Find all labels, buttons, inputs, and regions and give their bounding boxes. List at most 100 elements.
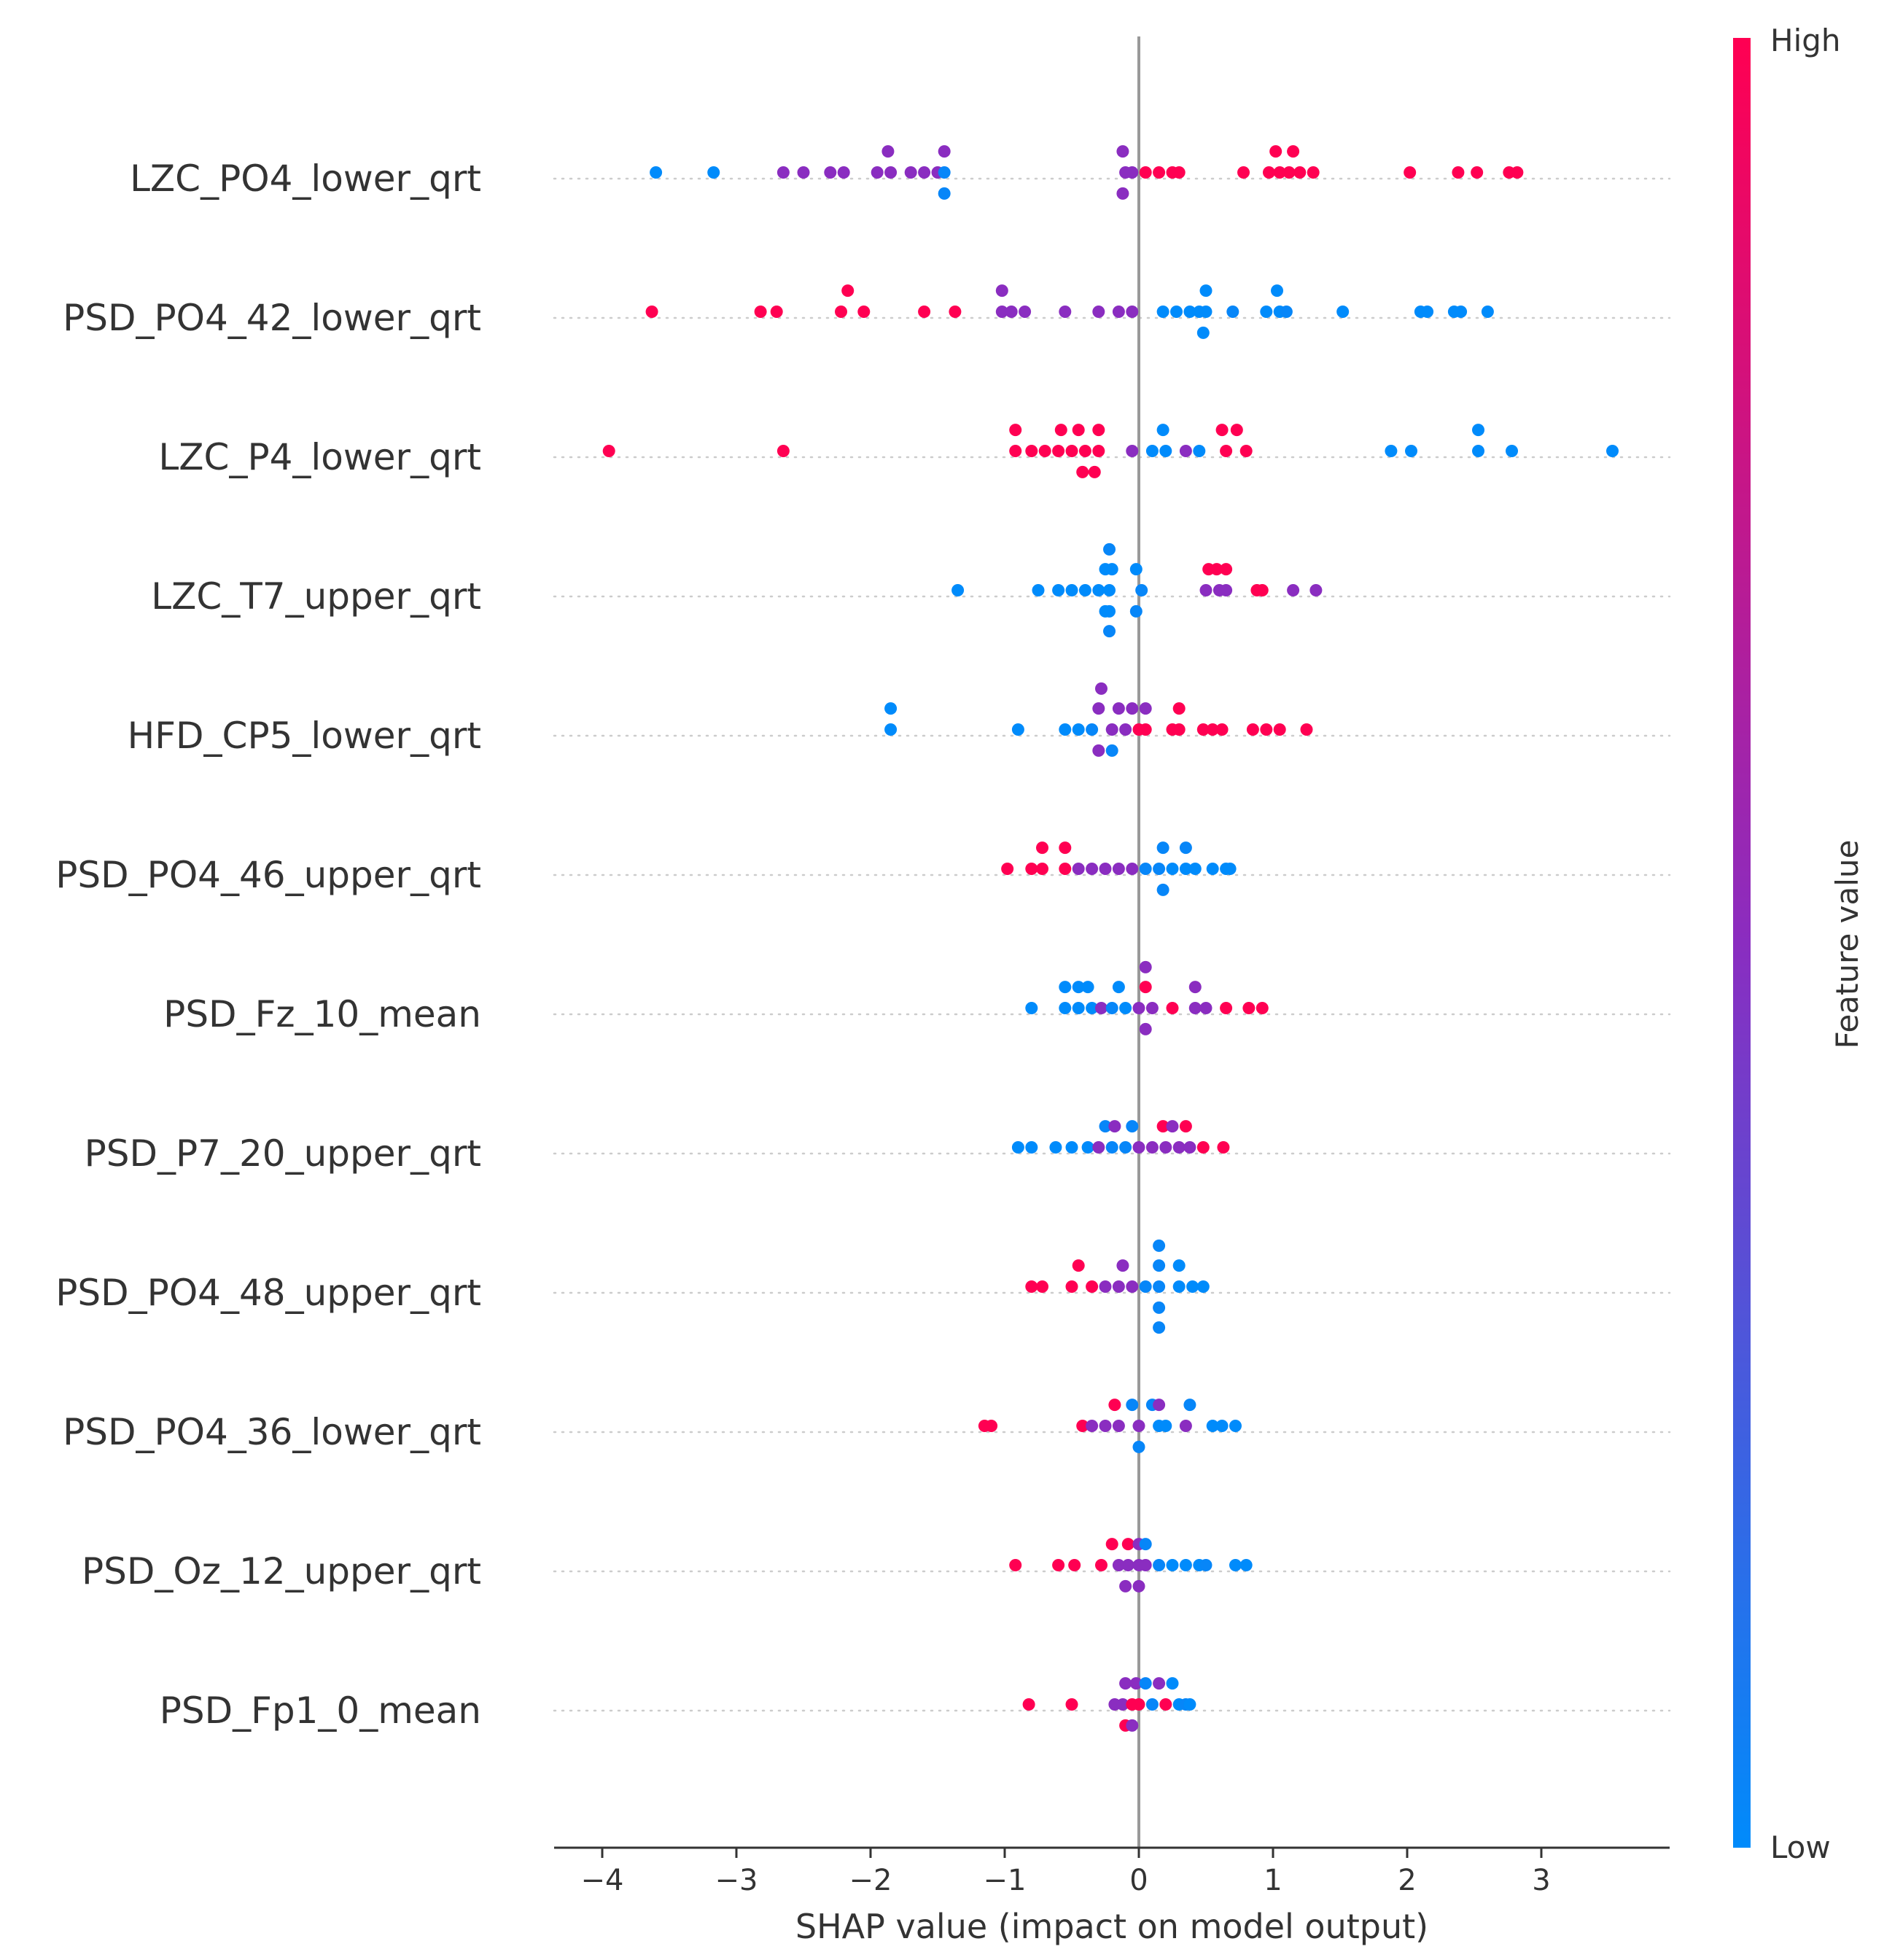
shap-point <box>1126 863 1139 875</box>
shap-point <box>1126 1120 1139 1133</box>
shap-point <box>1078 584 1091 596</box>
colorbar-high-label: High <box>1770 23 1841 58</box>
shap-point <box>1307 166 1320 179</box>
shap-point <box>1159 445 1172 457</box>
shap-point <box>1471 166 1484 179</box>
shap-point <box>1188 863 1202 875</box>
shap-point <box>1156 424 1169 437</box>
shap-point <box>1172 702 1186 715</box>
shap-point <box>1052 1559 1065 1571</box>
shap-point <box>1099 1420 1112 1432</box>
shap-point <box>1210 563 1223 576</box>
shap-point <box>1166 1677 1179 1690</box>
shap-point <box>1215 723 1229 736</box>
shap-point <box>1139 981 1152 994</box>
shap-point <box>1256 1002 1269 1014</box>
shap-point <box>1183 1698 1196 1711</box>
feature-label: LZC_PO4_lower_qrt <box>130 158 481 200</box>
shap-point <box>1135 584 1148 596</box>
feature-label: PSD_PO4_48_upper_qrt <box>55 1272 481 1314</box>
shap-point <box>1139 1538 1152 1551</box>
shap-point <box>824 166 837 179</box>
shap-point <box>1139 1280 1152 1293</box>
shap-point <box>1282 166 1296 179</box>
shap-point <box>1052 445 1065 457</box>
shap-point <box>1217 1141 1230 1154</box>
shap-point <box>1452 166 1465 179</box>
shap-point <box>1112 1420 1125 1432</box>
shap-point <box>995 306 1008 318</box>
shap-point <box>1065 1698 1078 1711</box>
shap-point <box>1237 166 1250 179</box>
shap-point <box>1159 1698 1172 1711</box>
shap-point <box>707 166 720 179</box>
shap-point <box>1072 1002 1085 1014</box>
shap-point <box>1105 744 1118 757</box>
shap-point <box>1112 981 1125 994</box>
shap-point <box>1059 723 1072 736</box>
shap-point <box>1215 1420 1229 1432</box>
shap-point <box>1022 1698 1035 1711</box>
shap-point <box>1119 1677 1132 1690</box>
shap-point <box>1139 863 1152 875</box>
feature-label: HFD_CP5_lower_qrt <box>128 715 481 757</box>
shap-point <box>1196 326 1210 339</box>
shap-point <box>1025 445 1038 457</box>
shap-point <box>1116 187 1129 200</box>
shap-point <box>754 306 767 318</box>
shap-point <box>1405 445 1418 457</box>
colorbar: High Low Feature value <box>1733 23 1865 1865</box>
shap-point <box>1036 1280 1049 1293</box>
shap-point <box>1199 584 1212 596</box>
shap-point <box>835 306 848 318</box>
shap-point <box>1036 841 1049 855</box>
shap-point <box>1009 1559 1022 1571</box>
shap-point <box>1103 542 1116 556</box>
shap-point <box>1287 584 1300 596</box>
shap-point <box>1092 445 1105 457</box>
shap-point <box>1025 863 1038 875</box>
shap-point <box>1172 723 1186 736</box>
shap-point <box>1172 166 1186 179</box>
shap-point <box>1005 306 1018 318</box>
shap-point <box>1011 1141 1024 1154</box>
feature-label: PSD_P7_20_upper_qrt <box>85 1132 481 1175</box>
shap-point <box>1196 1280 1210 1293</box>
shap-point <box>1068 1559 1081 1571</box>
colorbar-low-label: Low <box>1770 1829 1831 1865</box>
x-axis-title: SHAP value (impact on model output) <box>795 1907 1428 1946</box>
shap-point <box>1153 1559 1166 1571</box>
shap-point <box>1153 1259 1166 1272</box>
shap-point <box>1094 1002 1108 1014</box>
shap-point <box>1220 445 1233 457</box>
shap-point <box>1052 584 1065 596</box>
shap-point <box>1116 1259 1129 1272</box>
shap-point <box>1059 981 1072 994</box>
shap-point <box>1239 1559 1253 1571</box>
shap-point <box>1271 284 1284 298</box>
shap-point <box>1119 1002 1132 1014</box>
shap-point <box>1019 306 1032 318</box>
shap-point <box>871 166 884 179</box>
shap-point <box>1094 1559 1108 1571</box>
shap-point <box>1009 424 1022 437</box>
shap-point <box>1112 863 1125 875</box>
shap-point <box>1119 1579 1132 1592</box>
shap-point <box>1132 1002 1145 1014</box>
shap-point <box>1220 584 1233 596</box>
shap-point <box>1242 1002 1256 1014</box>
shap-point <box>881 145 895 158</box>
shap-point <box>949 306 962 318</box>
shap-point <box>1199 306 1212 318</box>
shap-point <box>1188 981 1202 994</box>
x-tick-label: 0 <box>1129 1864 1148 1897</box>
shap-point <box>1196 723 1210 736</box>
shap-point <box>1153 863 1166 875</box>
shap-point <box>1112 1559 1125 1571</box>
shap-point <box>1385 445 1398 457</box>
shap-point <box>1472 445 1485 457</box>
shap-point <box>1166 1120 1179 1133</box>
shap-point <box>1126 445 1139 457</box>
feature-labels: LZC_PO4_lower_qrt PSD_PO4_42_lower_qrt LZC… <box>55 158 481 1732</box>
